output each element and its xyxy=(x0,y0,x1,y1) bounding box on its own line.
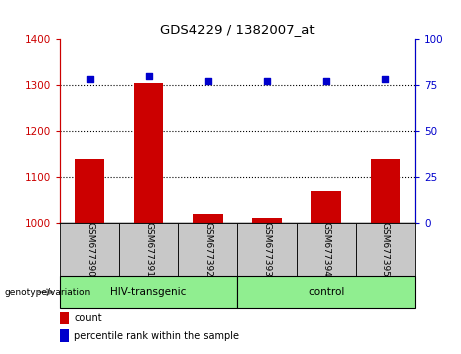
Text: percentile rank within the sample: percentile rank within the sample xyxy=(74,331,239,341)
Text: GSM677395: GSM677395 xyxy=(381,222,390,277)
Bar xyxy=(119,223,178,276)
Bar xyxy=(371,159,400,223)
Bar xyxy=(60,276,237,308)
Bar xyxy=(252,218,282,223)
Bar xyxy=(237,223,296,276)
Text: HIV-transgenic: HIV-transgenic xyxy=(111,287,187,297)
Bar xyxy=(60,312,69,324)
Point xyxy=(86,76,93,82)
Bar xyxy=(311,191,341,223)
Text: GSM677392: GSM677392 xyxy=(203,222,213,277)
Point xyxy=(382,76,389,82)
Bar xyxy=(178,223,237,276)
Text: GSM677394: GSM677394 xyxy=(322,222,331,277)
Point xyxy=(263,79,271,84)
Bar xyxy=(134,82,164,223)
Point xyxy=(322,79,330,84)
Bar xyxy=(296,223,356,276)
Bar xyxy=(193,214,223,223)
Bar xyxy=(237,276,415,308)
Point xyxy=(204,79,212,84)
Bar xyxy=(60,223,119,276)
Point xyxy=(145,73,152,79)
Text: genotype/variation: genotype/variation xyxy=(5,287,91,297)
Text: GSM677391: GSM677391 xyxy=(144,222,153,277)
Bar xyxy=(75,159,104,223)
Bar xyxy=(356,223,415,276)
Text: GSM677393: GSM677393 xyxy=(262,222,272,277)
Text: count: count xyxy=(74,313,102,323)
Text: control: control xyxy=(308,287,344,297)
Text: GSM677390: GSM677390 xyxy=(85,222,94,277)
Bar xyxy=(60,329,69,342)
Title: GDS4229 / 1382007_at: GDS4229 / 1382007_at xyxy=(160,23,315,36)
